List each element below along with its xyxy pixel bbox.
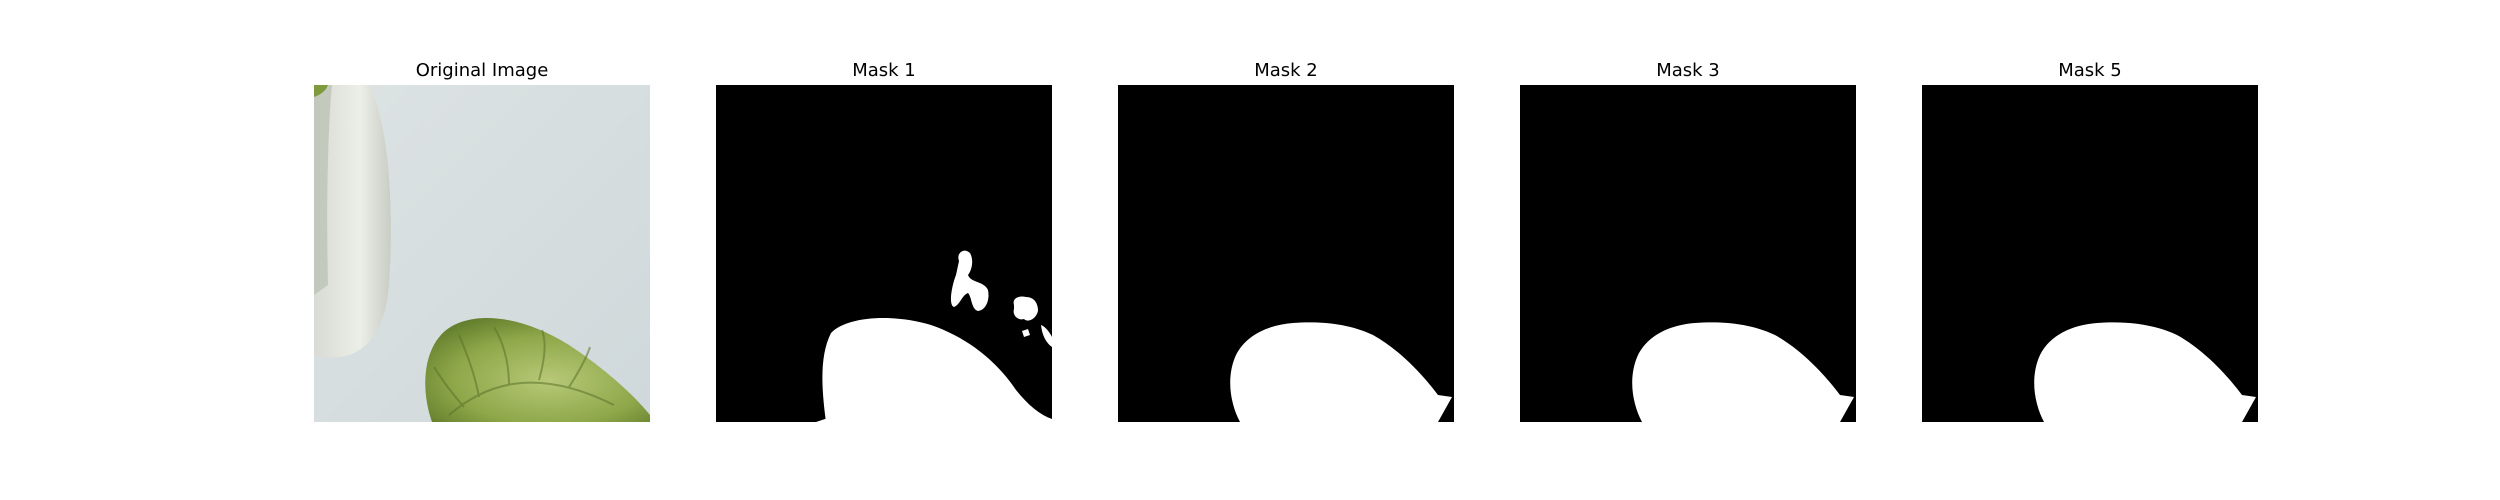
panel-title-mask-1: Mask 1 <box>852 60 916 81</box>
mask-3-panel <box>1520 85 1856 422</box>
original-image <box>314 85 650 422</box>
panel-title-mask-2: Mask 2 <box>1254 60 1318 81</box>
mask-3-image <box>1520 85 1856 422</box>
mask-5-image <box>1922 85 2258 422</box>
panel-title-mask-3: Mask 3 <box>1656 60 1720 81</box>
pot-shape <box>314 85 391 358</box>
mask-2-image <box>1118 85 1454 422</box>
mask-1-image <box>716 85 1052 422</box>
panel-title-original-image: Original Image <box>415 60 549 81</box>
mask-2-panel <box>1118 85 1454 422</box>
original-image-panel <box>314 85 650 422</box>
mask-1-panel <box>716 85 1052 422</box>
panel-title-mask-5: Mask 5 <box>2058 60 2122 81</box>
mask-5-panel <box>1922 85 2258 422</box>
